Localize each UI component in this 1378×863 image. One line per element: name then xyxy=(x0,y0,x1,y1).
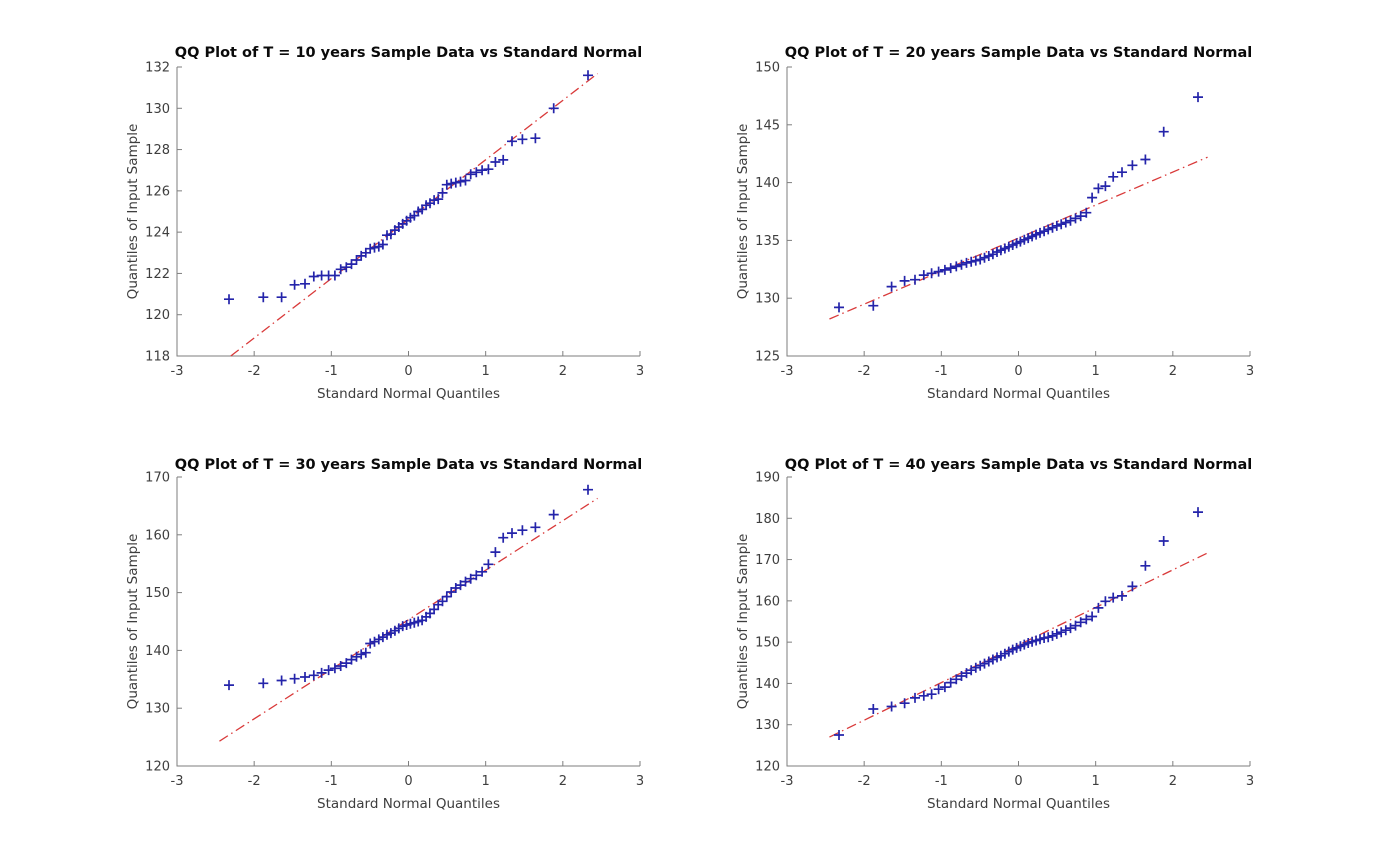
y-tick-label: 124 xyxy=(145,226,170,241)
qq-plot-t10: QQ Plot of T = 10 years Sample Data vs S… xyxy=(125,45,644,402)
y-tick-label: 118 xyxy=(145,350,170,365)
x-tick-label: -1 xyxy=(325,774,338,789)
x-axis-label: Standard Normal Quantiles xyxy=(927,386,1110,402)
x-tick-label: -2 xyxy=(248,774,261,789)
qq-reference-line xyxy=(219,497,598,742)
y-tick-label: 120 xyxy=(755,760,780,775)
x-tick-label: 0 xyxy=(1014,364,1022,379)
y-axis-ticks: 120 130 140 150 160 170 180 190 xyxy=(755,471,792,775)
x-tick-label: -1 xyxy=(935,774,948,789)
x-tick-label: 3 xyxy=(636,364,644,379)
axes-spines xyxy=(786,477,1250,767)
x-tick-label: -3 xyxy=(781,364,794,379)
x-tick-label: 1 xyxy=(1092,364,1100,379)
y-tick-label: 120 xyxy=(145,308,170,323)
qq-plot-t20: QQ Plot of T = 20 years Sample Data vs S… xyxy=(735,45,1254,402)
x-axis-ticks: -3 -2 -1 0 1 2 3 xyxy=(171,761,644,789)
y-axis-label: Quantiles of Input Sample xyxy=(735,124,751,300)
y-tick-label: 130 xyxy=(145,702,170,717)
y-tick-label: 125 xyxy=(755,350,780,365)
x-tick-label: -3 xyxy=(781,774,794,789)
qq-reference-line xyxy=(829,156,1208,320)
x-axis-label: Standard Normal Quantiles xyxy=(317,796,500,812)
y-tick-label: 122 xyxy=(145,267,170,282)
x-axis-ticks: -3 -2 -1 0 1 2 3 xyxy=(171,351,644,379)
x-tick-label: -3 xyxy=(171,774,184,789)
y-tick-label: 140 xyxy=(755,176,780,191)
y-tick-label: 150 xyxy=(145,586,170,601)
y-axis-label: Quantiles of Input Sample xyxy=(735,534,751,710)
y-tick-label: 130 xyxy=(755,292,780,307)
axes-spines xyxy=(786,67,1250,357)
x-tick-label: 1 xyxy=(1092,774,1100,789)
axes-spines xyxy=(176,67,640,357)
sample-data-points xyxy=(224,484,593,691)
x-tick-label: 3 xyxy=(636,774,644,789)
y-tick-label: 140 xyxy=(755,677,780,692)
x-tick-label: 0 xyxy=(404,364,412,379)
x-tick-label: 3 xyxy=(1246,774,1254,789)
y-axis-ticks: 125 130 135 140 145 150 xyxy=(755,61,792,365)
plot-area: -3 -2 -1 0 1 2 3 120 130 140 150 160 170 xyxy=(145,471,644,790)
y-tick-label: 120 xyxy=(145,760,170,775)
y-tick-label: 170 xyxy=(145,471,170,486)
x-axis-label: Standard Normal Quantiles xyxy=(927,796,1110,812)
y-tick-label: 150 xyxy=(755,61,780,76)
plot-title: QQ Plot of T = 40 years Sample Data vs S… xyxy=(785,457,1252,473)
x-tick-label: -1 xyxy=(325,364,338,379)
y-tick-label: 160 xyxy=(145,528,170,543)
y-tick-label: 135 xyxy=(755,234,780,249)
y-tick-label: 150 xyxy=(755,636,780,651)
y-tick-label: 190 xyxy=(755,471,780,486)
y-tick-label: 126 xyxy=(145,184,170,199)
qq-reference-line xyxy=(230,73,598,357)
plot-area: -3 -2 -1 0 1 2 3 125 130 135 140 145 150 xyxy=(755,61,1254,380)
y-tick-label: 160 xyxy=(755,594,780,609)
y-tick-label: 130 xyxy=(755,718,780,733)
y-tick-label: 170 xyxy=(755,553,780,568)
plot-title: QQ Plot of T = 30 years Sample Data vs S… xyxy=(175,457,642,473)
x-axis-label: Standard Normal Quantiles xyxy=(317,386,500,402)
qq-reference-line xyxy=(829,552,1208,738)
y-axis-label: Quantiles of Input Sample xyxy=(125,534,141,710)
x-tick-label: 3 xyxy=(1246,364,1254,379)
y-tick-label: 140 xyxy=(145,644,170,659)
y-axis-label: Quantiles of Input Sample xyxy=(125,124,141,300)
x-tick-label: 1 xyxy=(482,364,490,379)
x-tick-label: 2 xyxy=(559,774,567,789)
x-tick-label: 0 xyxy=(404,774,412,789)
x-tick-label: 1 xyxy=(482,774,490,789)
x-tick-label: -2 xyxy=(858,774,871,789)
x-tick-label: 2 xyxy=(1169,364,1177,379)
x-tick-label: 2 xyxy=(559,364,567,379)
x-axis-ticks: -3 -2 -1 0 1 2 3 xyxy=(781,351,1254,379)
x-tick-label: -1 xyxy=(935,364,948,379)
sample-data-points xyxy=(224,70,593,305)
x-axis-ticks: -3 -2 -1 0 1 2 3 xyxy=(781,761,1254,789)
qq-plot-t30: QQ Plot of T = 30 years Sample Data vs S… xyxy=(125,457,644,812)
x-tick-label: -3 xyxy=(171,364,184,379)
y-tick-label: 180 xyxy=(755,512,780,527)
x-tick-label: -2 xyxy=(248,364,261,379)
y-axis-ticks: 120 130 140 150 160 170 xyxy=(145,471,182,775)
sample-data-points xyxy=(834,507,1203,740)
y-tick-label: 130 xyxy=(145,102,170,117)
plot-area: -3 -2 -1 0 1 2 3 120 130 140 150 160 170 180 190 xyxy=(755,471,1254,790)
qq-plot-t40: QQ Plot of T = 40 years Sample Data vs S… xyxy=(735,457,1254,812)
x-tick-label: 0 xyxy=(1014,774,1022,789)
plot-title: QQ Plot of T = 10 years Sample Data vs S… xyxy=(175,45,642,61)
x-tick-label: 2 xyxy=(1169,774,1177,789)
y-axis-ticks: 118 120 122 124 126 128 130 132 xyxy=(145,61,182,365)
plot-area: -3 -2 -1 0 1 2 3 118 120 122 124 126 128 130 132 xyxy=(145,61,644,380)
y-tick-label: 132 xyxy=(145,61,170,76)
y-tick-label: 145 xyxy=(755,118,780,133)
y-tick-label: 128 xyxy=(145,143,170,158)
x-tick-label: -2 xyxy=(858,364,871,379)
plot-title: QQ Plot of T = 20 years Sample Data vs S… xyxy=(785,45,1252,61)
sample-data-points xyxy=(834,92,1203,313)
axes-spines xyxy=(176,477,640,767)
